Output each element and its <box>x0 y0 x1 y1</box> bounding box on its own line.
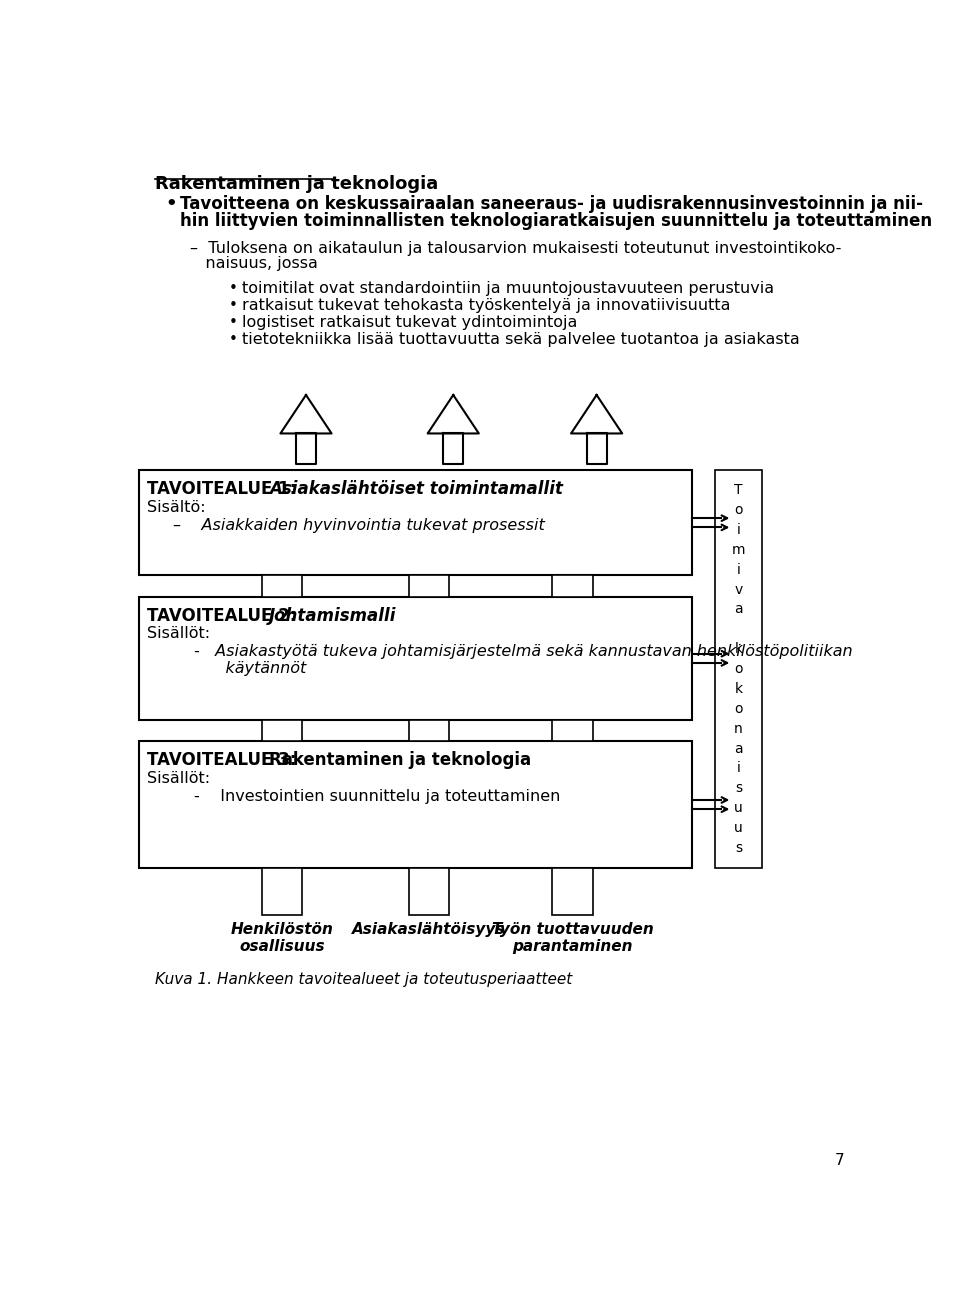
Bar <box>715 471 761 868</box>
Text: u: u <box>734 821 743 835</box>
Text: u: u <box>734 801 743 815</box>
Text: o: o <box>734 504 743 517</box>
Text: •: • <box>228 281 237 296</box>
Bar <box>262 575 302 597</box>
Text: Rakentaminen ja teknologia: Rakentaminen ja teknologia <box>155 175 438 193</box>
Text: Sisällöt:: Sisällöt: <box>147 626 210 640</box>
Polygon shape <box>587 434 607 464</box>
Text: •: • <box>228 331 237 347</box>
Text: Henkilöstön
osallisuus: Henkilöstön osallisuus <box>230 922 333 955</box>
Bar <box>262 719 302 742</box>
Text: Asiakaslähtöisyys: Asiakaslähtöisyys <box>352 922 506 936</box>
Polygon shape <box>444 434 464 464</box>
Text: Tavoitteena on keskussairaalan saneeraus- ja uudisrakennusinvestoinnin ja nii-: Tavoitteena on keskussairaalan saneeraus… <box>180 195 924 213</box>
Text: Työn tuottavuuden
parantaminen: Työn tuottavuuden parantaminen <box>492 922 654 955</box>
Text: naisuus, jossa: naisuus, jossa <box>190 256 318 271</box>
Bar <box>552 575 592 597</box>
Polygon shape <box>280 394 331 434</box>
Text: TAVOITEALUE 3:: TAVOITEALUE 3: <box>147 751 302 769</box>
Bar <box>409 719 449 742</box>
Text: o: o <box>734 702 743 715</box>
Text: m: m <box>732 543 745 556</box>
Text: s: s <box>735 781 742 796</box>
Text: Asiakaslähtöiset toimintamallit: Asiakaslähtöiset toimintamallit <box>269 480 563 498</box>
Text: toimitilat ovat standardointiin ja muuntojoustavuuteen perustuvia: toimitilat ovat standardointiin ja muunt… <box>243 281 775 296</box>
Text: o: o <box>734 661 743 676</box>
Text: n: n <box>734 722 743 735</box>
Text: Sisältö:: Sisältö: <box>147 500 205 514</box>
Text: a: a <box>734 742 743 756</box>
Polygon shape <box>571 394 622 434</box>
Text: i: i <box>736 761 740 776</box>
Text: Kuva 1. Hankkeen tavoitealueet ja toteutusperiaatteet: Kuva 1. Hankkeen tavoitealueet ja toteut… <box>155 973 572 988</box>
Bar <box>139 742 692 868</box>
Text: ratkaisut tukevat tehokasta työskentelyä ja innovatiivisuutta: ratkaisut tukevat tehokasta työskentelyä… <box>243 299 731 313</box>
Text: -    Investointien suunnittelu ja toteuttaminen: - Investointien suunnittelu ja toteuttam… <box>194 789 560 805</box>
Text: i: i <box>736 563 740 577</box>
Polygon shape <box>427 394 479 434</box>
Bar <box>552 719 592 742</box>
Text: 7: 7 <box>834 1153 844 1168</box>
Text: -   Asiakastyötä tukeva johtamisjärjestelmä sekä kannustavan henkilöstöpolitiika: - Asiakastyötä tukeva johtamisjärjestelm… <box>194 644 852 659</box>
Text: i: i <box>736 523 740 537</box>
Bar <box>409 575 449 597</box>
Text: käytännöt: käytännöt <box>205 661 306 676</box>
Bar <box>262 868 302 915</box>
Text: TAVOITEALUE 2:: TAVOITEALUE 2: <box>147 606 302 625</box>
Text: –    Asiakkaiden hyvinvointia tukevat prosessit: – Asiakkaiden hyvinvointia tukevat prose… <box>173 518 544 533</box>
Text: TAVOITEALUE 1:: TAVOITEALUE 1: <box>147 480 302 498</box>
Bar <box>409 868 449 915</box>
Text: hin liittyvien toiminnallisten teknologiaratkaisujen suunnittelu ja toteuttamine: hin liittyvien toiminnallisten teknologi… <box>180 212 932 230</box>
Text: Rakentaminen ja teknologia: Rakentaminen ja teknologia <box>269 751 531 769</box>
Text: Johtamismalli: Johtamismalli <box>269 606 396 625</box>
Text: v: v <box>734 583 743 597</box>
Text: T: T <box>734 484 743 497</box>
Bar <box>139 597 692 719</box>
Text: •: • <box>165 195 177 213</box>
Text: –  Tuloksena on aikataulun ja talousarvion mukaisesti toteutunut investointikoko: – Tuloksena on aikataulun ja talousarvio… <box>190 241 841 256</box>
Text: k: k <box>734 642 742 656</box>
Bar <box>139 471 692 575</box>
Text: tietotekniikka lisää tuottavuutta sekä palvelee tuotantoa ja asiakasta: tietotekniikka lisää tuottavuutta sekä p… <box>243 331 801 347</box>
Text: •: • <box>228 299 237 313</box>
Text: logistiset ratkaisut tukevat ydintoimintoja: logistiset ratkaisut tukevat ydintoimint… <box>243 314 578 330</box>
Text: Sisällöt:: Sisällöt: <box>147 771 210 786</box>
Text: •: • <box>228 314 237 330</box>
Bar <box>552 868 592 915</box>
Text: k: k <box>734 682 742 696</box>
Text: a: a <box>734 602 743 617</box>
Polygon shape <box>296 434 316 464</box>
Text: s: s <box>735 840 742 855</box>
